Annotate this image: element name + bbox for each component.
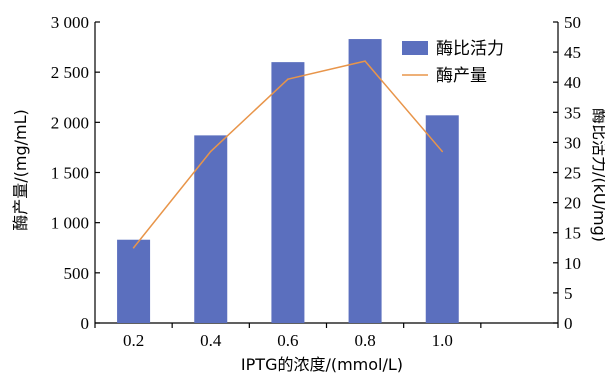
y-left-tick-label: 1 500: [51, 164, 89, 183]
bar: [348, 39, 382, 323]
legend-line-label: 酶产量: [436, 66, 487, 86]
x-tick-label: 0.8: [354, 331, 375, 350]
y-right-tick-label: 45: [564, 43, 581, 62]
line-point: [364, 60, 366, 62]
y-right-tick-label: 20: [564, 194, 581, 213]
y-left-tick-label: 2 000: [51, 113, 89, 132]
y-right-tick-label: 30: [564, 133, 581, 152]
line-point: [209, 150, 212, 153]
tick-labels: 0 500 1 000 1 500 2 000 2 500 3 000 0 5 10 15 20 25 3…: [51, 13, 581, 350]
legend: 酶比活力 酶产量: [402, 39, 504, 86]
y-right-tick-label: 40: [564, 73, 581, 92]
line-series: [132, 60, 444, 249]
legend-bar-label: 酶比活力: [436, 39, 504, 59]
y-right-tick-label: 35: [564, 103, 581, 122]
x-tick-label: 1.0: [432, 331, 453, 350]
x-tick-label: 0.4: [200, 331, 222, 350]
y-left-tick-label: 1 000: [51, 214, 89, 233]
y-right-tick-label: 15: [564, 224, 581, 243]
bar: [194, 135, 228, 323]
bar: [117, 239, 151, 323]
x-tick-label: 0.2: [123, 331, 144, 350]
x-tick-label: 0.6: [277, 331, 298, 350]
y-right-tick-label: 5: [564, 284, 573, 303]
bar: [425, 115, 459, 323]
y-right-tick-label: 0: [564, 314, 573, 333]
y-right-axis-title: 酶比活力/(kU/mg): [590, 108, 605, 242]
line-point: [287, 78, 289, 80]
y-left-tick-label: 500: [64, 264, 90, 283]
bar: [271, 62, 305, 324]
y-left-tick-label: 2 500: [51, 63, 89, 82]
line-point: [441, 150, 444, 153]
x-axis-title: IPTG的浓度/(mmol/L): [241, 355, 403, 374]
y-right-tick-label: 10: [564, 254, 581, 273]
y-left-axis-title: 酶产量/(mg/mL): [11, 109, 30, 231]
y-left-tick-label: 0: [81, 314, 90, 333]
bar-series: [117, 39, 459, 324]
y-right-tick-label: 25: [564, 164, 581, 183]
axes: [94, 21, 559, 328]
y-right-tick-label: 50: [564, 13, 581, 32]
legend-bar-swatch: [402, 41, 428, 55]
y-left-tick-label: 3 000: [51, 13, 89, 32]
line-point: [132, 246, 135, 249]
